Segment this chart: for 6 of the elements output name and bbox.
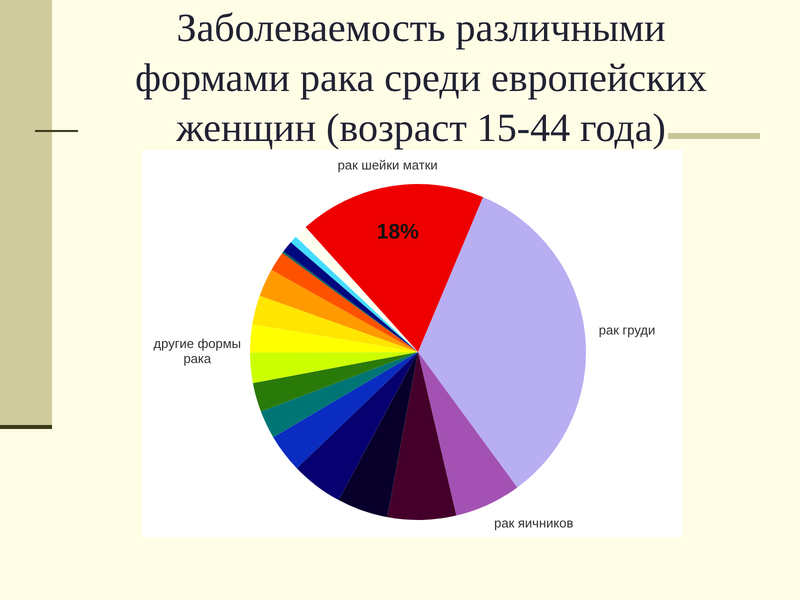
chart-title: Заболеваемость различными формами рака среди европейских женщин (возраст 15-44 года) [135, 5, 707, 150]
text: другие формы рака [154, 336, 241, 366]
data-label: 18% [376, 220, 420, 244]
slice-label: рак яичников [494, 515, 574, 530]
slice-label: рак шейки матки [338, 158, 438, 173]
slice-label: рак груди [598, 322, 656, 338]
